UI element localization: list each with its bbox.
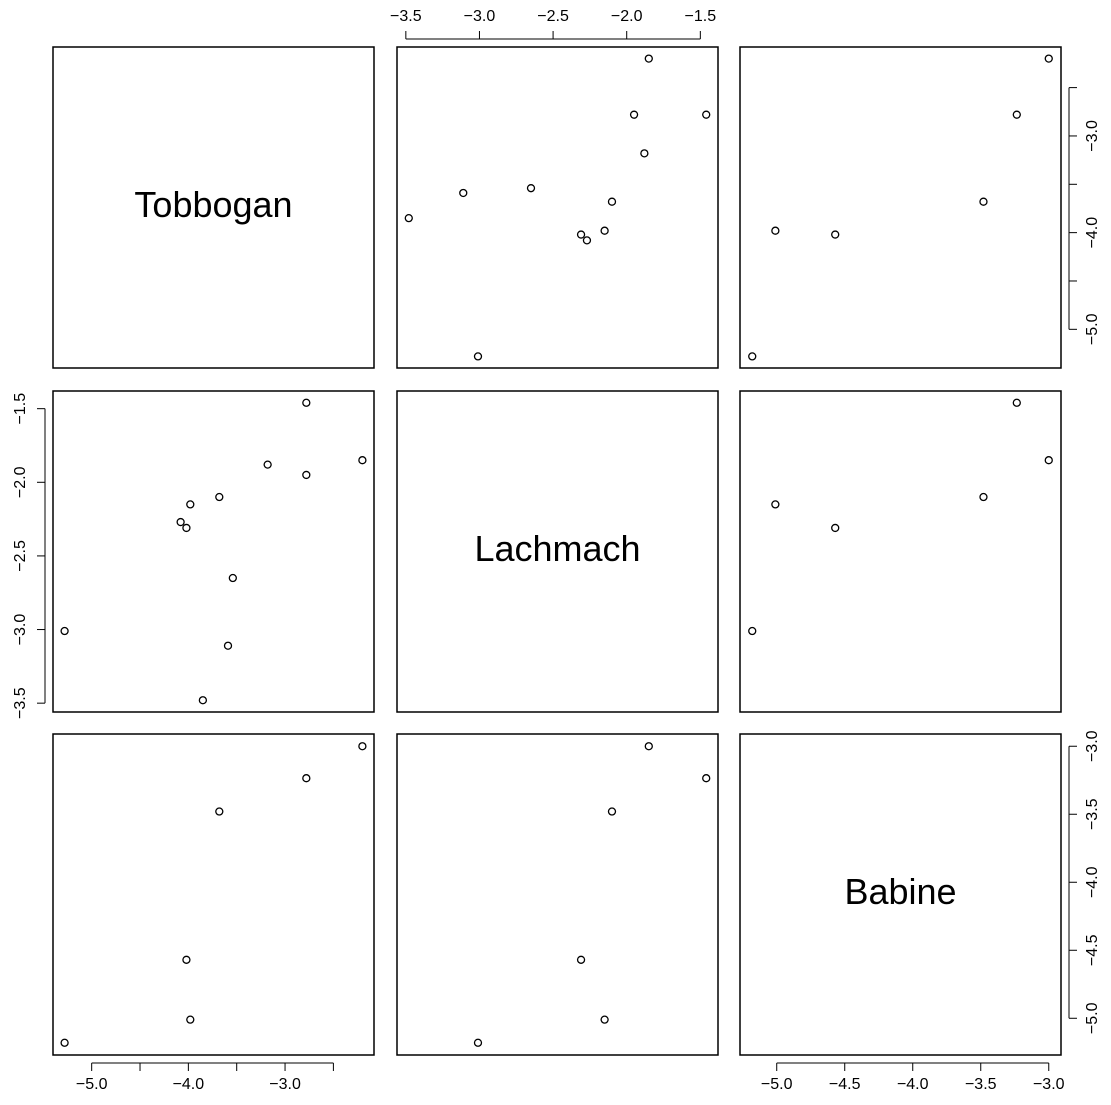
point [459,188,468,198]
point [198,696,208,705]
x-tick-label: −3.5 [965,1076,997,1093]
y-tick-label: −5.0 [1084,313,1101,345]
point [302,398,311,407]
x-tick-label: −3.0 [1033,1076,1065,1093]
x-tick-label: −4.5 [829,1076,861,1093]
panel-frame [739,46,1062,369]
point [228,573,237,583]
x-tick-label: −1.5 [685,8,717,25]
point [215,492,224,502]
variable-label: Babine [844,871,956,912]
x-tick-label: −2.0 [611,8,643,25]
variable-label: Lachmach [474,528,640,569]
panel-frame [396,390,719,713]
point [600,226,609,235]
panel-frame [396,733,719,1056]
panel-frame [52,46,375,369]
point [182,955,191,964]
panel-frame [52,390,375,713]
point [748,626,757,636]
point [215,807,224,816]
point [186,500,195,509]
point [771,500,780,509]
x-tick-label: −3.5 [390,8,422,25]
point [176,517,185,527]
point [1044,54,1053,63]
point [640,149,649,158]
point [607,197,617,206]
x-tick-label: −3.0 [464,8,496,25]
y-tick-label: −2.5 [12,540,29,572]
panel-frame [739,733,1062,1056]
point [1012,110,1021,119]
point [607,807,617,816]
x-tick-label: −2.5 [537,8,569,25]
point [582,236,592,245]
point [1044,456,1053,465]
point [576,955,586,964]
point [831,230,840,239]
y-tick-label: −4.0 [1084,866,1101,898]
point [358,456,367,465]
y-tick-label: −4.5 [1084,934,1101,966]
point [526,184,536,193]
point [223,641,233,650]
point [1012,398,1021,407]
variable-label: Tobbogan [134,184,292,225]
point [60,626,69,636]
y-tick-label: −2.0 [12,466,29,498]
point [182,523,191,533]
point [186,1015,195,1024]
panel-frame [739,390,1062,713]
point [576,230,586,239]
point [748,352,757,361]
y-tick-label: −3.0 [12,614,29,646]
x-tick-label: −3.0 [269,1076,301,1093]
point [473,1038,483,1047]
point [473,352,483,361]
point [358,742,367,751]
point [404,213,413,223]
point [771,226,780,235]
point [302,774,311,783]
y-tick-label: −3.5 [12,687,29,719]
panel-frame [52,733,375,1056]
point [702,774,711,783]
point [644,742,653,751]
point [831,523,840,533]
point [302,470,311,480]
y-tick-label: −1.5 [12,393,29,425]
y-tick-label: −4.0 [1084,217,1101,249]
y-tick-label: −5.0 [1084,1002,1101,1034]
point [60,1038,69,1047]
point [644,54,653,63]
x-tick-label: −5.0 [761,1076,793,1093]
x-tick-label: −4.0 [897,1076,929,1093]
point [600,1015,609,1024]
x-tick-label: −4.0 [173,1076,205,1093]
point [979,492,988,502]
point [979,197,988,206]
y-tick-label: −3.0 [1084,120,1101,152]
point [263,460,272,469]
point [629,110,639,119]
point [702,110,711,119]
panel-frame [396,46,719,369]
y-tick-label: −3.5 [1084,798,1101,830]
x-tick-label: −5.0 [76,1076,108,1093]
y-tick-label: −3.0 [1084,730,1101,762]
